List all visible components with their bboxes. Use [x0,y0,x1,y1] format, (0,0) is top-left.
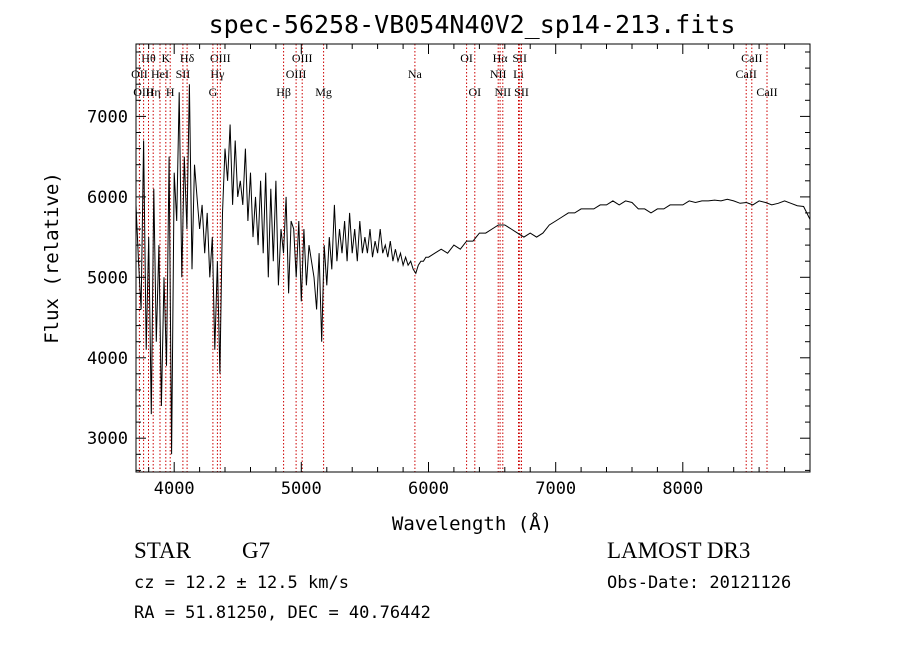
x-axis-label: Wavelength (Å) [392,512,552,535]
y-axis-label: Flux (relative) [41,172,63,344]
line-marker-label: Hθ [141,51,156,65]
line-marker-label: G [209,85,218,99]
y-tick-label: 7000 [87,107,128,127]
chart-title: spec-56258-VB054N40V2_sp14-213.fits [209,10,736,39]
y-tick-label: 3000 [87,429,128,449]
object-subclass: G7 [242,538,271,563]
line-marker-label: Hγ [210,67,225,81]
line-marker-label: OI [468,85,481,99]
plot-frame [135,43,811,473]
x-tick-label: 7000 [535,479,576,499]
line-marker-label: OI [460,51,473,65]
line-marker-label: Hη [146,85,161,99]
line-marker-label: SII [176,67,191,81]
line-marker-label: Hα [493,51,509,65]
object-class: STAR [134,538,191,563]
x-tick-label: 4000 [154,479,195,499]
line-marker-label: OIII [133,85,154,99]
line-marker-label: OIII [292,51,313,65]
line-marker-label: OIII [286,67,307,81]
line-marker-label: Na [408,67,423,81]
line-marker-label: H [166,85,175,99]
redshift-cz: cz = 12.2 ± 12.5 km/s [134,573,349,593]
coordinates: RA = 51.81250, DEC = 40.76442 [134,603,431,623]
line-marker-label: CaII [741,51,762,65]
y-tick-label: 5000 [87,268,128,288]
line-marker-label: CaII [736,67,757,81]
line-marker-label: Hδ [180,51,195,65]
line-marker-label: CaII [756,85,777,99]
line-marker-label: K [161,51,170,65]
observation-date: Obs-Date: 20121126 [607,573,792,593]
line-marker-label: Li [513,67,524,81]
line-marker-label: NII [490,67,507,81]
line-marker-label: NII [494,85,511,99]
line-marker-label: SII [514,85,529,99]
spectrum-series [135,84,811,455]
line-marker-label: OIII [210,51,231,65]
line-marker-label: Hβ [276,85,291,99]
line-marker-label: OII [131,67,148,81]
line-marker-label: Mg [315,85,332,99]
x-tick-label: 8000 [662,479,703,499]
y-tick-label: 4000 [87,349,128,369]
y-tick-label: 6000 [87,188,128,208]
x-tick-label: 5000 [281,479,322,499]
line-marker-label: HeI [151,67,169,81]
x-tick-label: 6000 [408,479,449,499]
spectrum-line [135,84,811,455]
survey-name: LAMOST DR3 [607,538,751,563]
line-marker-label: SII [512,51,527,65]
axis-ticks: 4000 5000 6000 7000 8000 3000 4000 5000 6000 7000 [87,44,811,499]
